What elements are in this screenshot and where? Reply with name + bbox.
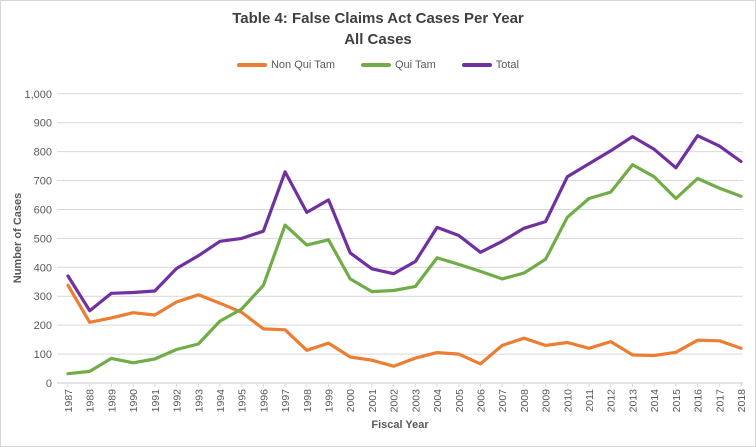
- legend-line-swatch-total: [461, 63, 492, 67]
- svg-text:900: 900: [34, 118, 52, 130]
- svg-text:0: 0: [46, 378, 52, 390]
- svg-text:2018: 2018: [736, 389, 748, 413]
- svg-text:2005: 2005: [454, 389, 466, 413]
- svg-text:1995: 1995: [237, 389, 249, 413]
- svg-text:2006: 2006: [475, 389, 487, 413]
- svg-text:2014: 2014: [649, 389, 661, 413]
- svg-text:300: 300: [34, 291, 52, 303]
- x-axis-title: Fiscal Year: [371, 419, 429, 431]
- svg-text:1992: 1992: [172, 389, 184, 413]
- svg-text:200: 200: [34, 320, 52, 332]
- svg-text:1997: 1997: [280, 389, 292, 413]
- chart-title-block: Table 4: False Claims Act Cases Per Year…: [1, 8, 755, 50]
- chart-title: Table 4: False Claims Act Cases Per Year: [232, 10, 524, 27]
- chart-legend: Non Qui Tam Qui Tam Total: [1, 59, 755, 71]
- svg-text:1999: 1999: [324, 389, 336, 413]
- legend-label-qui-tam: Qui Tam: [394, 59, 436, 71]
- svg-text:2003: 2003: [410, 389, 422, 413]
- legend-item-total: Total: [461, 59, 519, 71]
- svg-text:1993: 1993: [193, 389, 205, 413]
- svg-text:1987: 1987: [63, 389, 75, 413]
- svg-text:1998: 1998: [302, 389, 314, 413]
- svg-text:2016: 2016: [693, 389, 705, 413]
- legend-label-non-qui-tam: Non Qui Tam: [270, 59, 335, 71]
- svg-text:2001: 2001: [367, 389, 379, 413]
- svg-text:1994: 1994: [215, 389, 227, 413]
- chart-subtitle: All Cases: [344, 31, 412, 48]
- svg-text:1988: 1988: [85, 389, 97, 413]
- legend-line-swatch-non-qui-tam: [236, 63, 267, 67]
- svg-text:2017: 2017: [714, 389, 726, 413]
- svg-text:2008: 2008: [519, 389, 531, 413]
- svg-text:2004: 2004: [432, 389, 444, 413]
- svg-text:700: 700: [34, 176, 52, 188]
- svg-text:2010: 2010: [562, 389, 574, 413]
- legend-line-swatch-qui-tam: [360, 63, 391, 67]
- svg-text:2015: 2015: [671, 389, 683, 413]
- svg-text:400: 400: [34, 262, 52, 274]
- svg-text:1996: 1996: [258, 389, 270, 413]
- legend-item-qui-tam: Qui Tam: [360, 59, 436, 71]
- svg-text:1990: 1990: [128, 389, 140, 413]
- svg-text:1989: 1989: [106, 389, 118, 413]
- svg-text:800: 800: [34, 147, 52, 159]
- svg-text:500: 500: [34, 233, 52, 245]
- svg-text:1,000: 1,000: [24, 89, 52, 101]
- svg-text:2009: 2009: [541, 389, 553, 413]
- svg-text:2013: 2013: [627, 389, 639, 413]
- svg-text:1991: 1991: [150, 389, 162, 413]
- svg-text:2000: 2000: [345, 389, 357, 413]
- svg-text:2012: 2012: [606, 389, 618, 413]
- legend-item-non-qui-tam: Non Qui Tam: [236, 59, 335, 71]
- svg-text:600: 600: [34, 204, 52, 216]
- svg-text:100: 100: [34, 349, 52, 361]
- svg-text:2011: 2011: [584, 389, 596, 412]
- legend-label-total: Total: [495, 59, 519, 71]
- svg-text:2002: 2002: [389, 389, 401, 413]
- svg-text:2007: 2007: [497, 389, 509, 413]
